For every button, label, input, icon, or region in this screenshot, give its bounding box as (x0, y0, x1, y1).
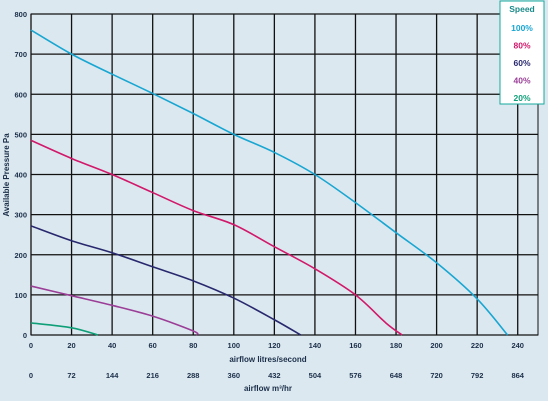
y-tick-labels: 0 100 200 300 400 500 600 700 800 (14, 10, 27, 340)
x-tick-label: 60 (149, 341, 157, 350)
x-tick-label: 140 (309, 341, 322, 350)
legend-item-20-percent: 20% (513, 93, 530, 103)
series-line-40-percent (30, 285, 199, 336)
x-tick-label: 40 (108, 341, 116, 350)
y-tick-label: 200 (14, 251, 27, 260)
x2-tick-label: 792 (471, 371, 484, 380)
series-line-20-percent (30, 322, 99, 336)
x-tick-label: 100 (228, 341, 241, 350)
x-tick-label: 80 (189, 341, 197, 350)
legend-items: 100% 80% 60% 40% 20% (511, 23, 533, 103)
legend-title: Speed (509, 4, 535, 14)
y-tick-label: 300 (14, 211, 27, 220)
x-tick-label: 200 (430, 341, 443, 350)
legend-item-40-percent: 40% (513, 76, 530, 86)
x2-tick-labels: 0 72 144 216 288 360 432 504 576 648 720 792 864 (29, 371, 525, 380)
x2-tick-label: 432 (268, 371, 281, 380)
series-lines (30, 29, 509, 336)
legend-box (499, 0, 545, 105)
x2-tick-label: 648 (390, 371, 403, 380)
x2-tick-label: 720 (430, 371, 443, 380)
x-tick-label: 0 (29, 341, 33, 350)
x2-axis-title: airflow m³/hr (244, 384, 292, 393)
x-axis-title: airflow litres/second (229, 355, 306, 364)
y-axis-title: Available Pressure Pa (2, 133, 11, 217)
series-line-60-percent (30, 225, 302, 336)
x2-tick-label: 288 (187, 371, 200, 380)
x-tick-label: 160 (349, 341, 362, 350)
x-tick-label: 220 (471, 341, 484, 350)
x2-tick-label: 216 (146, 371, 159, 380)
series-line-100-percent (30, 29, 509, 336)
y-tick-label: 700 (14, 50, 27, 59)
x2-tick-label: 360 (228, 371, 241, 380)
x-tick-label: 20 (67, 341, 75, 350)
legend-item-60-percent: 60% (513, 58, 530, 68)
x2-tick-label: 72 (67, 371, 75, 380)
legend-item-80-percent: 80% (513, 41, 530, 51)
x2-tick-label: 864 (511, 371, 524, 380)
legend: Speed 100% 80% 60% 40% 20% (499, 0, 545, 105)
x-tick-label: 240 (511, 341, 524, 350)
x2-tick-label: 0 (29, 371, 33, 380)
y-tick-label: 100 (14, 291, 27, 300)
legend-item-100-percent: 100% (511, 23, 533, 33)
x2-tick-label: 144 (106, 371, 119, 380)
x-tick-label: 180 (390, 341, 403, 350)
y-tick-label: 800 (14, 10, 27, 19)
y-tick-label: 400 (14, 171, 27, 180)
y-tick-label: 600 (14, 90, 27, 99)
grid-lines (30, 13, 538, 336)
x-tick-label: 120 (268, 341, 281, 350)
y-tick-label: 0 (23, 331, 27, 340)
x2-tick-label: 576 (349, 371, 362, 380)
series-line-80-percent (30, 139, 403, 336)
y-tick-label: 500 (14, 130, 27, 139)
x2-tick-label: 504 (309, 371, 322, 380)
x-tick-labels: 0 20 40 60 80 100 120 140 160 180 200 220 240 (29, 341, 524, 350)
